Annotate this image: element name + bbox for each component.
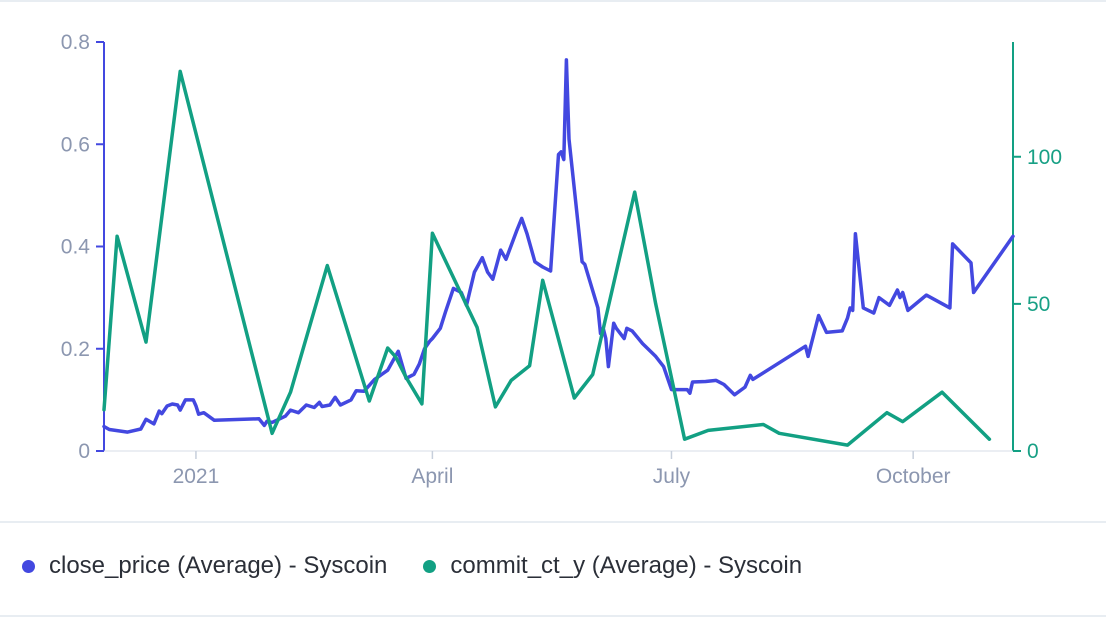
y-axis-left-tick-label: 0.8 bbox=[61, 31, 90, 54]
legend-label: commit_ct_y (Average) - Syscoin bbox=[450, 552, 803, 579]
legend-divider bbox=[0, 521, 1106, 523]
y-axis-right-tick-label: 0 bbox=[1027, 440, 1039, 463]
y-axis-left-tick-label: 0.4 bbox=[61, 236, 91, 259]
legend-dot-icon bbox=[423, 559, 437, 573]
bottom-divider bbox=[0, 615, 1106, 617]
x-axis-tick-label: 2021 bbox=[173, 465, 220, 488]
series-line-1 bbox=[102, 58, 1015, 434]
legend-dot-icon bbox=[22, 559, 35, 573]
legend: close_price (Average) - Syscoin commit_c… bbox=[22, 552, 838, 580]
x-axis-tick-label: April bbox=[411, 465, 453, 488]
y-axis-left-tick-label: 0.2 bbox=[61, 338, 90, 361]
legend-item-close-price[interactable]: close_price (Average) - Syscoin bbox=[22, 552, 387, 580]
y-axis-left-tick-label: 0.6 bbox=[61, 133, 90, 156]
legend-label: close_price (Average) - Syscoin bbox=[49, 552, 388, 579]
legend-item-commit-ct[interactable]: commit_ct_y (Average) - Syscoin bbox=[423, 552, 802, 580]
x-axis-tick-label: October bbox=[876, 465, 951, 488]
series-line-2 bbox=[102, 69, 992, 447]
line-chart: 0 0.2 0.4 0.6 0.8 0 50 100 2021 April July October bbox=[61, 31, 1062, 488]
y-axis-right-tick-label: 100 bbox=[1027, 146, 1062, 169]
top-divider bbox=[0, 0, 1106, 2]
y-axis-right-tick-label: 50 bbox=[1027, 293, 1050, 316]
x-axis-tick-label: July bbox=[653, 465, 691, 488]
y-axis-left-tick-label: 0 bbox=[78, 440, 90, 463]
